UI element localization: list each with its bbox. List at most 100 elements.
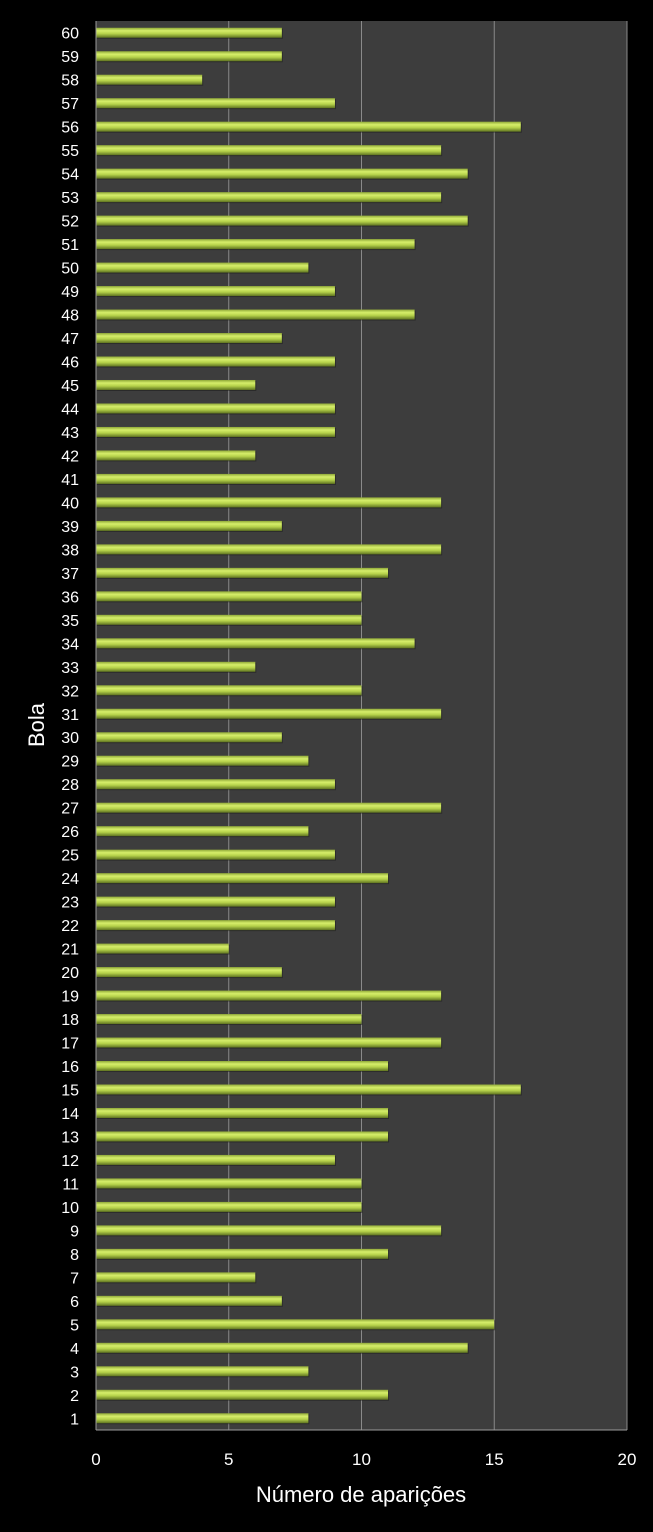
y-tick-label: 20 bbox=[61, 965, 79, 982]
bar-53 bbox=[96, 192, 442, 203]
y-tick-label: 54 bbox=[61, 167, 79, 184]
y-tick-label: 52 bbox=[61, 214, 79, 231]
y-tick-label: 27 bbox=[61, 801, 79, 818]
y-tick-label: 9 bbox=[70, 1223, 79, 1240]
bar-27 bbox=[96, 802, 442, 813]
y-tick-label: 46 bbox=[61, 355, 79, 372]
y-tick-label: 33 bbox=[61, 660, 79, 677]
bar-1 bbox=[96, 1413, 309, 1424]
y-tick-label: 53 bbox=[61, 190, 79, 207]
bar-58 bbox=[96, 74, 203, 85]
bar-29 bbox=[96, 755, 309, 766]
bar-10 bbox=[96, 1201, 362, 1212]
y-tick-label: 11 bbox=[62, 1176, 79, 1193]
y-tick-label: 50 bbox=[61, 261, 79, 278]
y-tick-label: 58 bbox=[61, 73, 79, 90]
y-tick-label: 47 bbox=[61, 331, 79, 348]
y-tick-label: 39 bbox=[61, 519, 79, 536]
bar-2 bbox=[96, 1389, 389, 1400]
bar-49 bbox=[96, 286, 335, 297]
bar-3 bbox=[96, 1366, 309, 1377]
bar-37 bbox=[96, 567, 389, 578]
bar-24 bbox=[96, 873, 389, 884]
y-tick-label: 19 bbox=[61, 989, 79, 1006]
bar-34 bbox=[96, 638, 415, 649]
bar-56 bbox=[96, 121, 521, 132]
x-tick-label: 20 bbox=[618, 1450, 637, 1469]
bar-54 bbox=[96, 168, 468, 179]
y-tick-label: 36 bbox=[61, 589, 79, 606]
y-tick-label: 2 bbox=[70, 1388, 79, 1405]
bar-40 bbox=[96, 497, 442, 508]
bar-26 bbox=[96, 826, 309, 837]
bar-43 bbox=[96, 426, 335, 437]
y-tick-label: 35 bbox=[61, 613, 79, 630]
y-tick-label: 8 bbox=[70, 1247, 79, 1264]
y-tick-label: 59 bbox=[61, 49, 79, 66]
bar-22 bbox=[96, 920, 335, 931]
bar-41 bbox=[96, 473, 335, 484]
y-tick-label: 29 bbox=[61, 754, 79, 771]
bar-12 bbox=[96, 1154, 335, 1165]
y-tick-label: 17 bbox=[61, 1036, 79, 1053]
bar-52 bbox=[96, 215, 468, 226]
bar-50 bbox=[96, 262, 309, 273]
y-tick-label: 21 bbox=[61, 942, 79, 959]
bar-15 bbox=[96, 1084, 521, 1095]
bar-8 bbox=[96, 1248, 389, 1259]
y-tick-label: 1 bbox=[70, 1411, 79, 1428]
bar-28 bbox=[96, 779, 335, 790]
bar-57 bbox=[96, 98, 335, 109]
bar-39 bbox=[96, 520, 282, 531]
bar-36 bbox=[96, 591, 362, 602]
y-tick-label: 25 bbox=[61, 848, 79, 865]
bar-48 bbox=[96, 309, 415, 320]
x-tick-label: 10 bbox=[352, 1450, 371, 1469]
y-tick-label: 4 bbox=[70, 1341, 79, 1358]
y-tick-label: 49 bbox=[61, 284, 79, 301]
y-tick-label: 37 bbox=[61, 566, 79, 583]
y-tick-label: 56 bbox=[61, 120, 79, 137]
bar-45 bbox=[96, 379, 256, 390]
y-tick-label: 32 bbox=[61, 683, 79, 700]
y-tick-label: 3 bbox=[70, 1364, 79, 1381]
y-tick-label: 34 bbox=[61, 636, 79, 653]
y-tick-label: 15 bbox=[61, 1082, 79, 1099]
x-tick-label: 0 bbox=[91, 1450, 100, 1469]
bar-38 bbox=[96, 544, 442, 555]
y-tick-label: 43 bbox=[61, 425, 79, 442]
y-tick-label: 13 bbox=[61, 1129, 79, 1146]
bar-60 bbox=[96, 27, 282, 38]
bar-30 bbox=[96, 732, 282, 743]
y-tick-label: 6 bbox=[70, 1294, 79, 1311]
bar-25 bbox=[96, 849, 335, 860]
bar-5 bbox=[96, 1319, 495, 1330]
y-tick-label: 40 bbox=[61, 495, 79, 512]
y-tick-label: 60 bbox=[61, 26, 79, 43]
y-tick-label: 28 bbox=[61, 777, 79, 794]
y-tick-label: 44 bbox=[61, 401, 79, 418]
bar-35 bbox=[96, 614, 362, 625]
y-tick-label: 30 bbox=[61, 730, 79, 747]
y-tick-label: 23 bbox=[61, 895, 79, 912]
bar-21 bbox=[96, 943, 229, 954]
bar-42 bbox=[96, 450, 256, 461]
y-tick-label: 24 bbox=[61, 871, 79, 888]
y-tick-label: 26 bbox=[61, 824, 79, 841]
bar-11 bbox=[96, 1178, 362, 1189]
bar-14 bbox=[96, 1107, 389, 1118]
y-tick-label: 31 bbox=[61, 707, 79, 724]
y-tick-label: 38 bbox=[61, 542, 79, 559]
bar-6 bbox=[96, 1295, 282, 1306]
bar-18 bbox=[96, 1014, 362, 1025]
y-tick-label: 57 bbox=[61, 96, 79, 113]
bar-19 bbox=[96, 990, 442, 1001]
bar-31 bbox=[96, 708, 442, 719]
bar-47 bbox=[96, 333, 282, 344]
bar-13 bbox=[96, 1131, 389, 1142]
bar-4 bbox=[96, 1342, 468, 1353]
bar-20 bbox=[96, 967, 282, 978]
y-tick-label: 12 bbox=[61, 1153, 79, 1170]
x-tick-label: 15 bbox=[485, 1450, 504, 1469]
